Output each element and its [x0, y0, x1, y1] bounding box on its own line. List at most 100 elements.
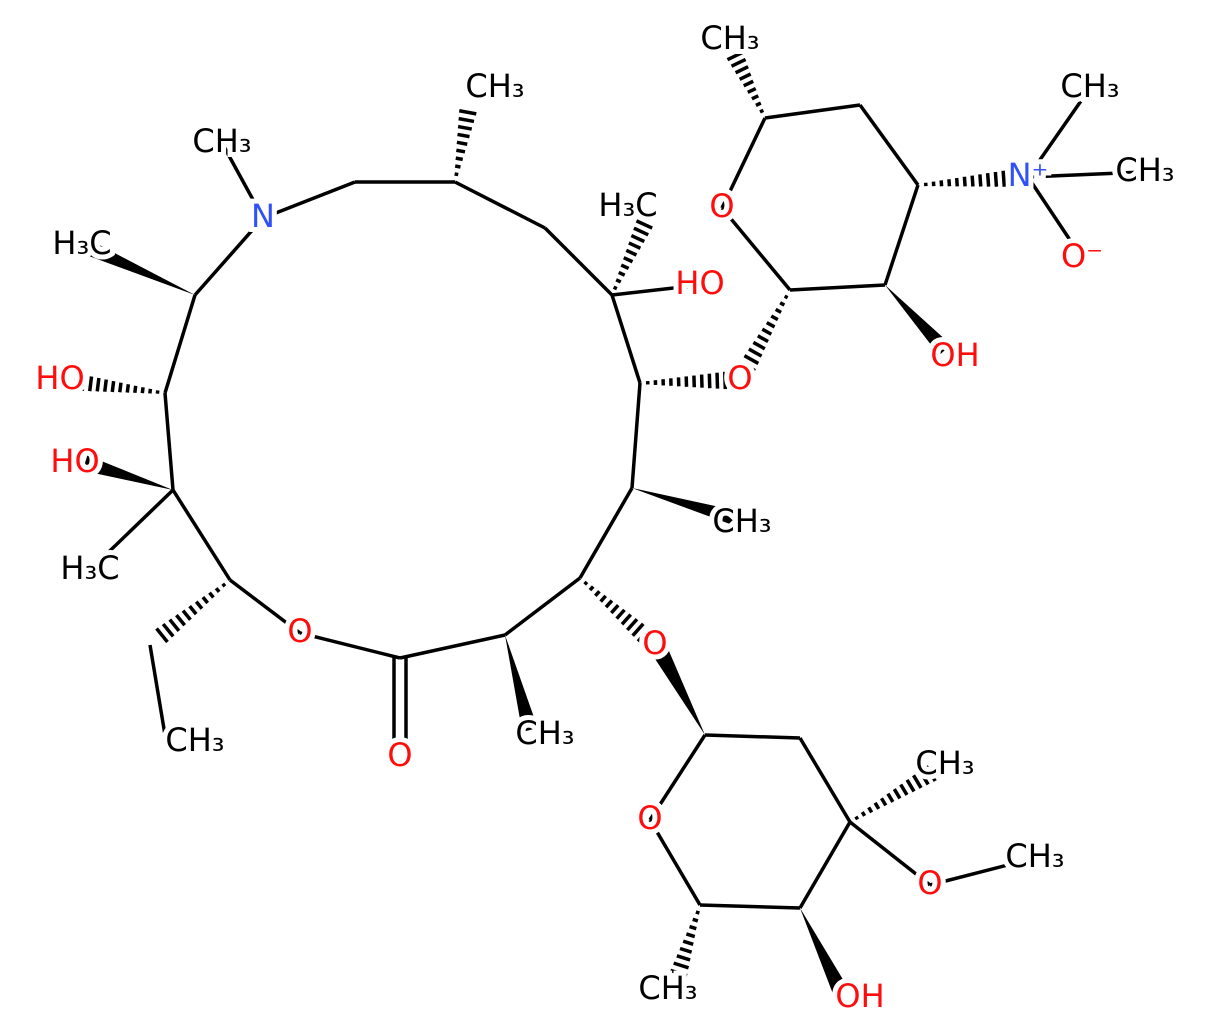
- hash-bond: [633, 226, 649, 237]
- hash-bond: [783, 294, 789, 300]
- hash-bond: [682, 939, 694, 947]
- hash-bond: [738, 72, 752, 81]
- hash-bond: [770, 314, 779, 322]
- hash-bond: [742, 79, 754, 88]
- hash-bond: [458, 109, 477, 116]
- hash-bond: [747, 86, 757, 94]
- wedge-bond: [885, 285, 951, 356]
- hash-bond: [695, 910, 700, 915]
- hash-bond: [730, 57, 747, 68]
- hash-bond: [692, 917, 699, 923]
- hash-bond: [734, 65, 749, 75]
- hash-bond: [756, 334, 769, 344]
- atom-label: CH₃: [1060, 67, 1119, 105]
- atom-label: H₃C: [60, 549, 119, 587]
- atom-label: O: [642, 624, 667, 662]
- bond: [171, 489, 232, 581]
- hash-bond: [924, 765, 937, 782]
- hash-bond: [87, 376, 94, 392]
- hash-bond: [620, 613, 633, 626]
- hash-bond: [133, 385, 138, 394]
- bond: [163, 392, 175, 491]
- hash-bond: [1009, 169, 1014, 187]
- atom-label: HO: [50, 442, 99, 480]
- hash-bond: [615, 608, 626, 620]
- hash-bond: [860, 811, 867, 817]
- hash-bond: [194, 600, 204, 610]
- bond: [630, 382, 642, 489]
- hash-bond: [886, 792, 895, 803]
- atom-label: O: [727, 359, 752, 397]
- hash-bond: [201, 596, 210, 605]
- atom-label: O⁻: [1061, 237, 1103, 275]
- hash-bond: [103, 379, 108, 392]
- bond: [1026, 176, 1084, 259]
- hash-bond: [962, 176, 967, 187]
- hash-bond: [689, 924, 697, 931]
- hash-bond: [214, 587, 221, 594]
- atom-label: CH₃: [915, 744, 974, 782]
- bond: [798, 821, 852, 909]
- wedge-bond: [78, 237, 195, 295]
- bond: [228, 578, 302, 635]
- bond: [720, 117, 767, 209]
- hash-bond: [615, 278, 622, 284]
- hash-bond: [748, 347, 763, 358]
- atom-label: CH₃: [192, 122, 251, 160]
- hash-bond: [208, 591, 215, 599]
- hash-bond: [867, 806, 874, 814]
- atom-label: O: [287, 612, 312, 650]
- hash-bond: [630, 234, 646, 244]
- hash-bond: [594, 590, 601, 597]
- bond: [883, 184, 920, 286]
- hash-bond: [140, 387, 145, 394]
- bond: [578, 487, 634, 579]
- hash-bond: [993, 171, 999, 187]
- atom-label: OH: [930, 336, 979, 374]
- bond: [699, 903, 801, 910]
- hash-bond: [911, 774, 923, 789]
- bond: [648, 819, 702, 906]
- hash-bond: [774, 307, 782, 314]
- hash-bond: [752, 340, 766, 351]
- hash-bond: [635, 219, 653, 230]
- atom-label: HO: [35, 359, 84, 397]
- hash-bond: [155, 627, 169, 644]
- hash-bond: [454, 172, 459, 177]
- hash-bond: [673, 961, 690, 970]
- bond: [503, 576, 582, 637]
- hash-bond: [873, 801, 881, 810]
- hash-bond: [612, 285, 618, 291]
- hash-bond: [148, 388, 153, 394]
- hash-bond: [722, 371, 728, 390]
- wedge-bond: [632, 488, 745, 528]
- hash-bond: [631, 622, 645, 637]
- hash-bond: [751, 94, 760, 101]
- hash-bond: [905, 778, 916, 793]
- hash-bond: [676, 954, 691, 962]
- wedge-bond: [82, 455, 173, 490]
- hash-bond: [636, 627, 651, 643]
- bond: [193, 216, 265, 297]
- atom-label: O: [637, 799, 662, 837]
- hash-bond: [588, 585, 595, 592]
- bond: [764, 103, 861, 120]
- bond: [704, 733, 801, 740]
- hash-bond: [765, 321, 776, 329]
- hash-bond: [610, 604, 620, 615]
- wedge-bond: [654, 651, 705, 735]
- atom-label: CH₃: [712, 502, 771, 540]
- bond: [163, 294, 197, 394]
- bond: [848, 820, 932, 887]
- atom-label: CH₃: [700, 19, 759, 57]
- atom-label: O: [387, 736, 412, 774]
- bond: [611, 283, 701, 297]
- atom-label: N⁺: [1008, 156, 1049, 194]
- bond: [610, 294, 642, 384]
- bond: [720, 206, 792, 292]
- hash-bond: [454, 164, 461, 169]
- atom-label: CH₃: [515, 714, 574, 752]
- hash-bond: [899, 783, 909, 796]
- bond: [858, 103, 920, 187]
- hash-bond: [679, 946, 693, 954]
